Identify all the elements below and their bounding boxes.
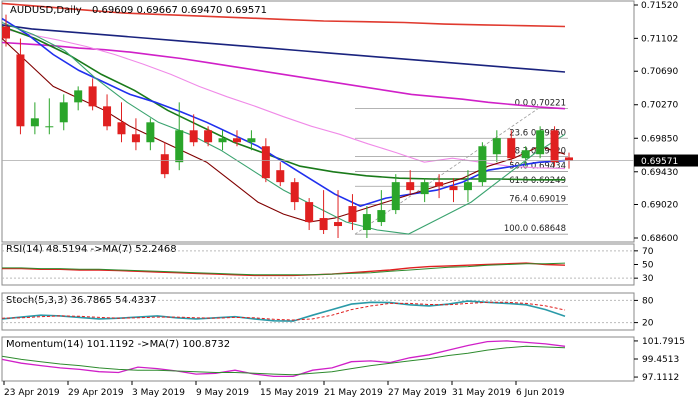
stoch-tick-label: 20 bbox=[642, 319, 654, 329]
candle-body bbox=[319, 218, 328, 231]
ma-red-line bbox=[1, 2, 566, 28]
momentum-title: Momentum(14) 101.1192 ->MA(7) 100.8732 bbox=[6, 339, 230, 350]
momentum-panel: Momentum(14) 101.1192 ->MA(7) 100.8732 1… bbox=[1, 336, 685, 383]
candle-body bbox=[550, 130, 559, 163]
candle-body bbox=[146, 122, 155, 143]
candle-body bbox=[420, 182, 429, 195]
price-tick-label: 0.70270 bbox=[641, 101, 678, 111]
candle-body bbox=[261, 146, 270, 179]
candle-body bbox=[521, 150, 530, 159]
date-axis: 23 Apr 2019 29 Apr 2019 3 May 2019 9 May 20… bbox=[3, 381, 565, 398]
candle-body bbox=[247, 138, 256, 143]
stoch-panel: Stoch(5,3,3) 36.7865 54.4337 80 20 bbox=[1, 292, 654, 331]
candle-body bbox=[377, 210, 386, 223]
candle-body bbox=[507, 138, 516, 159]
candle-body bbox=[59, 102, 68, 123]
fib-level-label: 50.0 0.69434 bbox=[509, 161, 566, 171]
candle-body bbox=[348, 206, 357, 223]
candle-body bbox=[45, 126, 54, 128]
main-title: AUDUSD,Daily bbox=[10, 5, 82, 16]
momentum-tick-label: 97.1112 bbox=[642, 373, 679, 383]
date-tick-label: 3 May 2019 bbox=[132, 388, 185, 398]
date-tick-label: 6 Jun 2019 bbox=[516, 388, 565, 398]
candle-body bbox=[74, 90, 83, 103]
candle-body bbox=[305, 202, 314, 223]
stoch-title: Stoch(5,3,3) 36.7865 54.4337 bbox=[6, 295, 157, 306]
candle-body bbox=[103, 106, 112, 127]
fib-level-label: 61.8 0.69249 bbox=[509, 176, 566, 186]
ohlc-readout: 0.69609 0.69667 0.69470 0.69571 bbox=[92, 5, 267, 16]
rsi-ma-line bbox=[2, 262, 566, 276]
date-tick-label: 29 Apr 2019 bbox=[68, 388, 124, 398]
candle-body bbox=[218, 138, 227, 143]
candle-body bbox=[536, 130, 545, 155]
candle-body bbox=[276, 170, 285, 183]
candle-body bbox=[30, 118, 39, 127]
price-tick-label: 0.68600 bbox=[641, 234, 678, 244]
current-price-label: 0.69571 bbox=[641, 157, 678, 167]
stoch-d-line bbox=[1, 301, 566, 321]
price-tick-label: 0.69020 bbox=[641, 200, 678, 210]
candle-body bbox=[204, 130, 213, 143]
ma-teal-line bbox=[1, 21, 566, 235]
candle-body bbox=[463, 182, 472, 191]
candle-body bbox=[2, 26, 10, 39]
stoch-k-line bbox=[1, 300, 566, 322]
candle-body bbox=[117, 122, 126, 135]
rsi-title: RSI(14) 48.5194 ->MA(7) 52.2468 bbox=[6, 244, 177, 255]
candle-body bbox=[362, 214, 371, 231]
momentum-tick-label: 99.4513 bbox=[642, 355, 679, 365]
candle-body bbox=[478, 146, 487, 183]
price-tick-label: 0.70690 bbox=[641, 67, 678, 77]
date-tick-label: 21 May 2019 bbox=[324, 388, 383, 398]
date-tick-label: 27 May 2019 bbox=[388, 388, 447, 398]
date-tick-label: 23 Apr 2019 bbox=[4, 388, 60, 398]
candle-body bbox=[334, 222, 343, 227]
stoch-frame bbox=[1, 292, 635, 331]
fib-level-label: 100.0 0.68648 bbox=[504, 224, 566, 234]
fib-level-label: 0.0 0.70221 bbox=[515, 99, 566, 109]
date-tick-label: 31 May 2019 bbox=[452, 388, 511, 398]
candle-body bbox=[435, 182, 444, 187]
price-tick-label: 0.71102 bbox=[641, 34, 678, 44]
momentum-tick-label: 101.7915 bbox=[642, 337, 685, 347]
price-tick-label: 0.69430 bbox=[641, 168, 678, 178]
candlesticks bbox=[2, 14, 573, 239]
rsi-tick-label: 30 bbox=[642, 274, 654, 284]
candle-body bbox=[189, 130, 198, 143]
candle-body bbox=[565, 157, 573, 161]
candle-body bbox=[160, 154, 169, 175]
candle-body bbox=[492, 138, 501, 155]
candle-body bbox=[88, 86, 97, 107]
candle-body bbox=[232, 138, 241, 143]
candle-body bbox=[16, 54, 25, 127]
candle-body bbox=[131, 134, 140, 143]
rsi-panel: RSI(14) 48.5194 ->MA(7) 52.2468 70 50 30 bbox=[1, 243, 654, 286]
rsi-line bbox=[2, 262, 566, 277]
price-tick-label: 0.69850 bbox=[641, 134, 678, 144]
momentum-line bbox=[1, 340, 566, 378]
candle-body bbox=[449, 186, 458, 191]
price-tick-label: 0.71520 bbox=[641, 1, 678, 11]
candle-body bbox=[290, 182, 299, 203]
rsi-tick-label: 70 bbox=[642, 247, 654, 257]
ma-navy-line bbox=[1, 24, 566, 73]
main-frame bbox=[1, 0, 635, 243]
candle-body bbox=[175, 130, 184, 163]
momentum-ma-line bbox=[1, 345, 566, 376]
rsi-tick-label: 50 bbox=[642, 261, 654, 271]
candle-body bbox=[391, 182, 400, 211]
date-tick-label: 15 May 2019 bbox=[260, 388, 319, 398]
price-axis: 0.71520 0.71102 0.70690 0.70270 0.69850 0.694… bbox=[2, 1, 698, 244]
current-price-box bbox=[634, 154, 698, 167]
date-tick-label: 9 May 2019 bbox=[196, 388, 249, 398]
fib-level-label: 76.4 0.69019 bbox=[509, 195, 566, 205]
stoch-tick-label: 80 bbox=[642, 296, 654, 306]
candle-body bbox=[406, 182, 415, 191]
